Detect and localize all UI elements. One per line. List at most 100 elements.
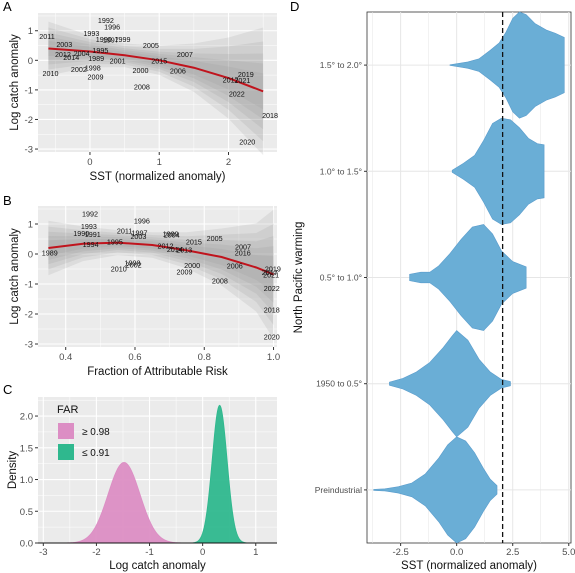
x-tick-label: 2 [226, 157, 231, 168]
year-label: 2011 [39, 32, 54, 41]
category-label: Preindustrial [315, 485, 362, 495]
x-tick-label: 0.6 [128, 352, 141, 363]
x-axis-label: SST (normalized anomaly) [90, 171, 226, 183]
x-axis-label: Log catch anomaly [109, 560, 206, 572]
year-label: 2022 [264, 284, 280, 293]
year-label: 2006 [227, 262, 243, 271]
y-axis-label: Density [7, 451, 19, 490]
year-label: 2018 [264, 306, 280, 315]
panel-d: 1.5° to 2.0° 1.0° to 1.5° 0.5° to 1.0° 1950… [293, 11, 575, 572]
year-label: 1996 [134, 216, 150, 225]
x-axis-label: Fraction of Attributable Risk [87, 366, 228, 378]
panel-c: FAR ≥ 0.98 ≤ 0.91 -3 -2 -1 0 1 0.0 0.5 1.0 1.5 2.0 Lo… [7, 397, 277, 572]
y-tick-label: 1 [28, 220, 33, 231]
year-label: 1993 [83, 29, 99, 38]
confidence-ribbon [48, 223, 274, 325]
year-label: 1995 [92, 46, 108, 55]
year-label: 2005 [143, 41, 159, 50]
category-label: 0.5° to 1.0° [320, 273, 362, 283]
category-label: 1.0° to 1.5° [320, 166, 362, 176]
year-label: 2012 [55, 50, 71, 59]
confidence-ribbon [48, 238, 274, 293]
panel-label-d: D [290, 0, 299, 14]
year-label: 2003 [56, 40, 72, 49]
y-tick-label: -1 [25, 280, 33, 291]
confidence-ribbon [48, 27, 264, 142]
year-label: 2008 [212, 277, 228, 286]
x-tick-label: 1.0 [267, 352, 280, 363]
year-label: 1992 [98, 16, 114, 25]
violin-0 [449, 11, 565, 119]
panel-label-b: B [3, 193, 12, 208]
violin-3 [389, 330, 511, 438]
year-label: 2020 [239, 138, 255, 147]
x-tick-label: 5.0 [562, 547, 575, 558]
year-label: 2019 [265, 264, 281, 273]
confidence-ribbon [48, 236, 274, 303]
y-tick-label: -3 [25, 145, 33, 156]
year-label: 2009 [177, 267, 193, 276]
x-axis-label: SST (normalized anomaly) [401, 560, 537, 572]
year-label: 1994 [83, 240, 99, 249]
x-tick-label: 2.5 [506, 547, 519, 558]
year-label: 2017 [223, 76, 239, 85]
violin-2 [409, 224, 527, 331]
legend-label: ≤ 0.91 [82, 448, 110, 459]
y-tick-label: 2.0 [20, 412, 33, 423]
plot-background [38, 206, 277, 347]
confidence-ribbon [48, 21, 264, 156]
confidence-ribbon [48, 36, 264, 120]
year-label: 2000 [184, 261, 200, 270]
year-label: 1998 [125, 258, 141, 267]
year-label: 2021 [234, 76, 250, 85]
year-label: 2003 [130, 232, 146, 241]
year-label: 2016 [235, 249, 251, 258]
x-tick-label: 0 [87, 157, 92, 168]
year-label: 1995 [107, 237, 123, 246]
year-label: 2008 [134, 82, 150, 91]
confidence-ribbon [48, 32, 264, 130]
year-label: 1997 [131, 229, 147, 238]
y-tick-label: 0 [28, 250, 33, 261]
fit-line [48, 241, 274, 276]
year-label: 2019 [238, 70, 254, 79]
x-tick-label: -2.5 [392, 547, 408, 558]
year-label: 2020 [264, 333, 280, 342]
year-label: 1989 [88, 54, 104, 63]
y-axis-label: Log catch anomaly [9, 228, 21, 325]
year-label: 2000 [133, 66, 149, 75]
year-label: 2014 [63, 53, 79, 62]
year-label: 2005 [207, 234, 223, 243]
y-tick-label: 1.0 [20, 475, 33, 486]
fit-line [48, 47, 264, 93]
year-label: 2015 [151, 56, 167, 65]
year-label: 2004 [164, 231, 180, 240]
year-label: 1993 [81, 222, 97, 231]
x-tick-label: 0.4 [59, 352, 72, 363]
year-label: 2011 [117, 226, 132, 235]
y-tick-label: -2 [25, 310, 33, 321]
x-tick-label: 0.0 [450, 547, 463, 558]
category-label: 1.5° to 2.0° [320, 60, 362, 70]
panel-label-a: A [3, 0, 12, 14]
confidence-ribbon [48, 231, 274, 313]
category-label: 1950 to 0.5° [316, 379, 362, 389]
y-tick-label: -1 [25, 85, 33, 96]
density-far-low [189, 404, 250, 544]
year-label: 2010 [42, 69, 58, 78]
year-label: 1999 [163, 229, 179, 238]
year-label: 2015 [186, 238, 202, 247]
year-label: 1991 [85, 230, 101, 239]
year-label: 2012 [157, 242, 173, 251]
x-tick-label: 0 [200, 547, 205, 558]
panel-label-c: C [3, 382, 12, 397]
y-tick-label: 0 [28, 56, 33, 67]
year-label: 2007 [235, 243, 251, 252]
year-label: 1989 [42, 249, 58, 258]
year-label: 2002 [71, 65, 87, 74]
violin-1 [451, 117, 545, 225]
legend-label: ≥ 0.98 [82, 427, 110, 438]
